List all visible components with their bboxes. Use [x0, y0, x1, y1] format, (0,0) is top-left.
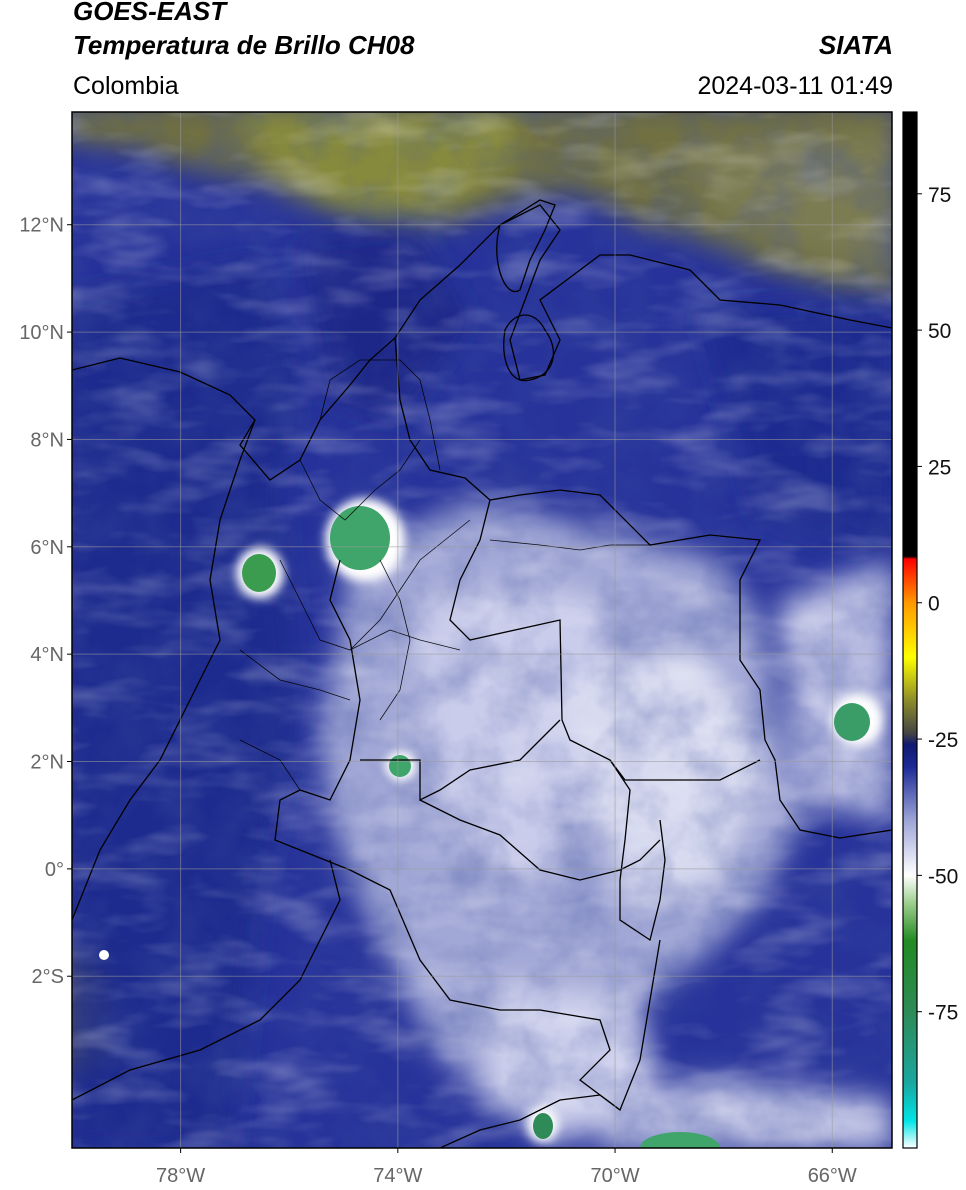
lat-tick-label: 8°N [30, 429, 64, 451]
lat-tick-label: 4°N [30, 644, 64, 666]
latitude-ticks: 12°N 10°N 8°N 6°N 4°N 2°N 0° 2°S [19, 215, 72, 988]
map-area [72, 112, 892, 1148]
colorbar-tick-label: -75 [928, 1002, 958, 1025]
colorbar: 75 50 25 0 -25 -50 -75 [902, 111, 958, 1149]
map-frame [71, 111, 893, 1149]
agency-label: SIATA [818, 30, 893, 60]
lon-tick-label: 66°W [808, 1165, 857, 1187]
lat-tick-label: 12°N [19, 215, 64, 237]
lon-tick-label: 74°W [373, 1165, 422, 1187]
lat-tick-label: 10°N [19, 322, 64, 344]
lat-tick-label: 6°N [30, 537, 64, 559]
longitude-ticks: 78°W 74°W 70°W 66°W [156, 1148, 857, 1187]
gridlines [72, 112, 892, 1148]
cold-cloud-tops [99, 498, 883, 1148]
colorbar-tick-label: -25 [928, 729, 958, 752]
region-label: Colombia [73, 72, 179, 100]
colorbar-tick-label: 75 [928, 184, 951, 207]
country-borders [72, 199, 892, 1148]
colorbar-tick-label: 0 [928, 593, 940, 616]
datetime-label: 2024-03-11 01:49 [697, 72, 893, 100]
lon-tick-label: 78°W [156, 1165, 205, 1187]
colorbar-tick-label: -50 [928, 865, 958, 888]
product-title: Temperatura de Brillo CH08 [73, 30, 415, 60]
lat-tick-label: 2°N [30, 752, 64, 774]
colorbar-gradient [902, 111, 918, 1149]
lat-tick-label: 2°S [32, 966, 64, 988]
lat-tick-label: 0° [45, 859, 64, 881]
colorbar-ticks: 75 50 25 0 -25 -50 -75 [917, 184, 958, 1025]
colorbar-tick-label: 50 [928, 320, 951, 343]
satellite-title: GOES-EAST [73, 0, 227, 26]
colorbar-tick-label: 25 [928, 456, 951, 479]
lon-tick-label: 70°W [590, 1165, 639, 1187]
